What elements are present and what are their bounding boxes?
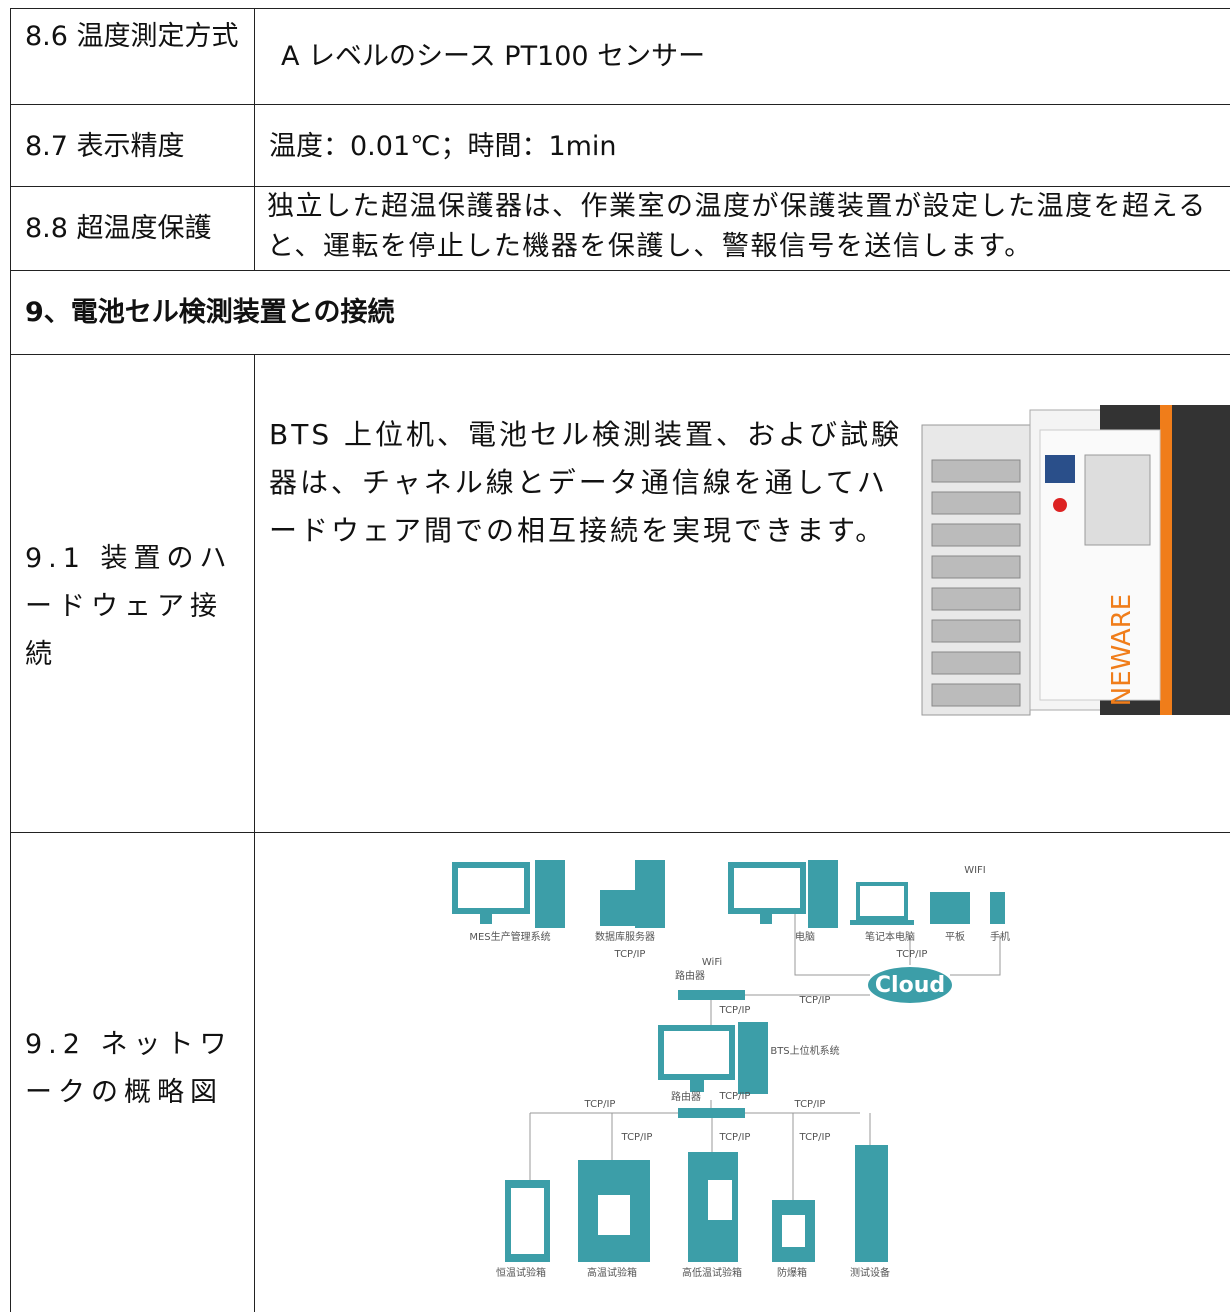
cell: 9、電池セル検測装置との接続 <box>10 270 1230 354</box>
cell <box>254 832 1230 1312</box>
diagram-label: 测试设备 <box>850 1266 890 1279</box>
row-label: 8.7 表示精度 <box>25 131 185 162</box>
cell: 9.2 ネットワークの概略図 <box>10 832 254 1312</box>
cell-text: A レベルのシース PT100 センサー <box>281 41 706 72</box>
diagram-label: 恒温试验箱 <box>496 1266 546 1279</box>
row-label: 8.6 温度測定方式 <box>25 21 239 52</box>
section-heading: 9、電池セル検測装置との接続 <box>25 297 395 328</box>
row-label: 9.2 ネットワークの概略図 <box>25 1029 233 1108</box>
diagram-label: TCP/IP <box>584 1099 616 1110</box>
diagram-label: 平板 <box>945 930 965 943</box>
diagram-label: BTS上位机系统 <box>770 1044 839 1057</box>
diagram-label: 防爆箱 <box>777 1266 807 1279</box>
cell-text: 独立した超温保護器は、作業室の温度が保護装置が設定した温度を超えると、運転を停止… <box>267 191 1207 262</box>
diagram-label: WIFI <box>964 865 986 876</box>
row-label: 9.1 装置のハードウェア接続 <box>25 543 233 670</box>
diagram-label: TCP/IP <box>719 1132 751 1143</box>
cell: 独立した超温保護器は、作業室の温度が保護装置が設定した温度を超えると、運転を停止… <box>254 186 1230 270</box>
diagram-label: Cloud <box>875 973 945 998</box>
diagram-label: TCP/IP <box>719 1091 751 1102</box>
diagram-label: TCP/IP <box>896 949 928 960</box>
diagram-label: 路由器 <box>671 1090 701 1103</box>
diagram-label: WiFi <box>702 957 722 968</box>
cell: 9.1 装置のハードウェア接続 <box>10 354 254 832</box>
diagram-label: 高温试验箱 <box>587 1266 637 1279</box>
diagram-label: MES生产管理系统 <box>469 930 550 943</box>
diagram-label: TCP/IP <box>621 1132 653 1143</box>
cell: 8.8 超温度保護 <box>10 186 254 270</box>
diagram-label: TCP/IP <box>614 949 646 960</box>
cell: A レベルのシース PT100 センサー <box>254 8 1230 104</box>
diagram-label: 高低温试验箱 <box>682 1266 742 1279</box>
diagram-label: 笔记本电脑 <box>865 930 915 943</box>
brand-text: NEWARE <box>1107 594 1137 706</box>
cell: 8.6 温度測定方式 <box>10 8 254 104</box>
cell: 8.7 表示精度 <box>10 104 254 186</box>
diagram-label: 数据库服务器 <box>595 930 655 943</box>
cell: BTS 上位机、電池セル検測装置、および試験器は、チャネル線とデータ通信線を通し… <box>254 354 1230 832</box>
cell-text: BTS 上位机、電池セル検測装置、および試験器は、チャネル線とデータ通信線を通し… <box>269 418 902 547</box>
diagram-label: 电脑 <box>795 930 815 943</box>
cell-text: 温度：0.01℃；時間：1min <box>269 131 617 162</box>
diagram-label: TCP/IP <box>794 1099 826 1110</box>
diagram-label: 路由器 <box>675 969 705 982</box>
diagram-label: TCP/IP <box>799 995 831 1006</box>
diagram-label: TCP/IP <box>799 1132 831 1143</box>
diagram-label: 手机 <box>990 930 1010 943</box>
network-diagram: MES生产管理系统 数据库服务器 TCP/IP 电脑 笔记本电脑 平板 手机 WIFI TCP/… <box>452 860 1010 1279</box>
product-photo: NEWARE <box>921 405 1230 716</box>
cell: 温度：0.01℃；時間：1min <box>254 104 1230 186</box>
row-label: 8.8 超温度保護 <box>25 213 212 244</box>
diagram-label: TCP/IP <box>719 1005 751 1016</box>
